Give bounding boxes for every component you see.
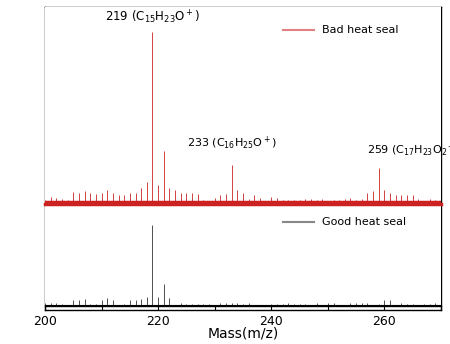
- Text: 233 (C$_{16}$H$_{25}$O$^+$): 233 (C$_{16}$H$_{25}$O$^+$): [187, 134, 277, 151]
- Text: 219 (C$_{15}$H$_{23}$O$^+$): 219 (C$_{15}$H$_{23}$O$^+$): [105, 8, 200, 25]
- Text: Bad heat seal: Bad heat seal: [322, 25, 399, 35]
- Text: Mass(m/z): Mass(m/z): [207, 326, 279, 341]
- Text: Good heat seal: Good heat seal: [322, 217, 406, 227]
- Text: 259 (C$_{17}$H$_{23}$O$_2$$^+$): 259 (C$_{17}$H$_{23}$O$_2$$^+$): [368, 141, 450, 158]
